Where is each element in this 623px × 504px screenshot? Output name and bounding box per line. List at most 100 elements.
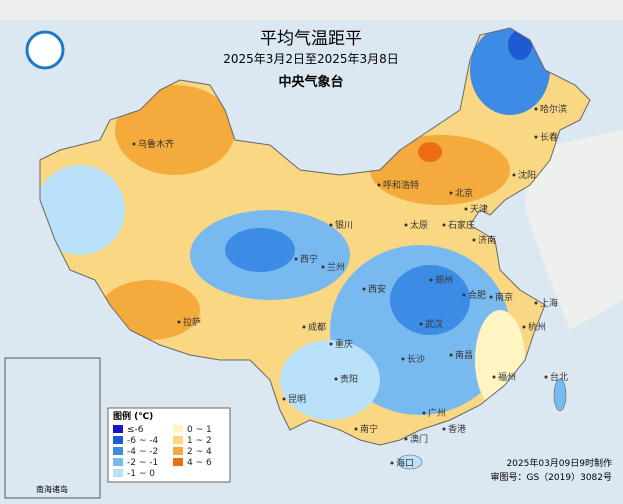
legend-label: -6 ~ -4 [127, 436, 158, 446]
city-label: 银川 [335, 219, 353, 231]
city-label: 太原 [410, 219, 428, 231]
legend-label: -1 ~ 0 [127, 469, 155, 479]
city-label: 上海 [540, 297, 558, 309]
city-dot [401, 357, 405, 361]
city-label: 兰州 [327, 261, 345, 273]
inset-label: 南海诸岛 [36, 484, 68, 494]
city-dot [472, 238, 476, 242]
city-dot [390, 461, 394, 465]
city-label: 长沙 [407, 353, 425, 365]
legend-label: 4 ~ 6 [187, 458, 212, 468]
city-label: 福州 [498, 371, 516, 383]
legend-swatch [113, 458, 123, 466]
legend-label: 0 ~ 1 [187, 425, 212, 435]
city-label: 杭州 [528, 321, 546, 333]
city-label: 哈尔滨 [540, 103, 567, 115]
city-dot [534, 107, 538, 111]
city-dot [449, 191, 453, 195]
legend-swatch [173, 447, 183, 455]
city-label: 昆明 [288, 394, 306, 405]
city-dot [464, 207, 468, 211]
city-dot [354, 427, 358, 431]
city-dot [492, 375, 496, 379]
city-label: 成都 [308, 321, 326, 333]
city-label: 澳门 [410, 433, 428, 445]
city-dot [512, 173, 516, 177]
city-dot [321, 265, 325, 269]
city-dot [282, 397, 286, 401]
legend-label: -4 ~ -2 [127, 447, 158, 457]
legend-swatch [173, 436, 183, 444]
taiwan [553, 378, 567, 412]
inset-box [4, 357, 101, 499]
city-label: 天津 [470, 204, 488, 215]
subtitle: 2025年3月2日至2025年3月8日 [223, 52, 399, 66]
city-dot [534, 135, 538, 139]
legend-label: -2 ~ -1 [127, 458, 158, 468]
city-label: 香港 [448, 423, 466, 435]
city-dot [302, 325, 306, 329]
city-label: 石家庄 [448, 219, 475, 231]
agency: 中央气象台 [278, 74, 343, 90]
city-dot [329, 223, 333, 227]
legend-label: ≤-6 [127, 425, 144, 435]
city-label: 西安 [368, 283, 386, 295]
logo [25, 30, 65, 70]
city-label: 长春 [540, 131, 558, 143]
city-dot [442, 427, 446, 431]
legend-box [107, 407, 231, 483]
city-label: 海口 [396, 457, 414, 469]
footer-made: 2025年03月09日9时制作 [506, 457, 612, 469]
city-label: 广州 [428, 407, 446, 419]
city-dot [442, 223, 446, 227]
city-label: 南京 [495, 291, 513, 303]
legend-title: 图例 (℃) [113, 410, 153, 422]
title: 平均气温距平 [260, 29, 362, 49]
legend-swatch [173, 458, 183, 466]
city-label: 呼和浩特 [383, 179, 419, 191]
city-dot [522, 325, 526, 329]
city-dot [177, 320, 181, 324]
footer-approval: 审图号：GS（2019）3082号 [491, 471, 613, 483]
city-dot [404, 223, 408, 227]
city-dot [419, 322, 423, 326]
city-dot [489, 295, 493, 299]
city-dot [429, 278, 433, 282]
city-dot [544, 375, 548, 379]
city-label: 西宁 [300, 253, 318, 265]
city-label: 重庆 [335, 338, 353, 350]
legend-swatch [113, 447, 123, 455]
city-dot [534, 301, 538, 305]
city-label: 沈阳 [518, 169, 536, 181]
city-dot [462, 293, 466, 297]
city-label: 乌鲁木齐 [138, 138, 174, 150]
legend-label: 1 ~ 2 [187, 436, 212, 446]
city-dot [404, 437, 408, 441]
city-label: 南宁 [360, 423, 378, 435]
city-dot [377, 183, 381, 187]
hainan [397, 454, 423, 470]
legend-swatch [113, 436, 123, 444]
city-dot [132, 142, 136, 146]
legend-swatch [113, 469, 123, 477]
city-dot [422, 411, 426, 415]
legend-swatch [113, 425, 123, 433]
city-label: 武汉 [425, 318, 443, 330]
city-label: 贵阳 [340, 373, 358, 385]
city-dot [334, 377, 338, 381]
city-label: 济南 [478, 234, 496, 246]
city-dot [362, 287, 366, 291]
city-dot [329, 342, 333, 346]
city-label: 合肥 [468, 289, 486, 301]
legend-label: 2 ~ 4 [187, 447, 212, 457]
city-label: 南昌 [455, 349, 473, 361]
city-label: 台北 [550, 371, 568, 383]
city-label: 北京 [455, 187, 473, 199]
legend-swatch [173, 425, 183, 433]
city-dot [449, 353, 453, 357]
border [39, 27, 591, 446]
city-dot [294, 257, 298, 261]
city-label: 郑州 [435, 274, 453, 286]
land [0, 0, 623, 330]
